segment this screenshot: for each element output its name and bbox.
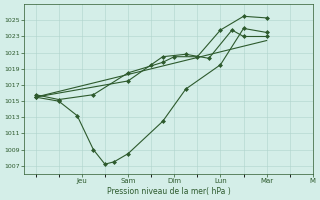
X-axis label: Pression niveau de la mer( hPa ): Pression niveau de la mer( hPa ) bbox=[107, 187, 230, 196]
